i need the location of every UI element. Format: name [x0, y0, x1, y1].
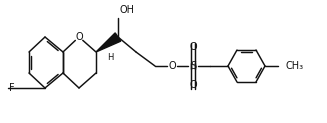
Text: H: H: [107, 54, 113, 62]
Text: O: O: [189, 80, 197, 90]
Text: S: S: [190, 61, 196, 71]
Polygon shape: [96, 33, 121, 52]
Text: O: O: [168, 61, 176, 71]
Text: O: O: [189, 42, 197, 52]
Text: CH₃: CH₃: [285, 61, 303, 71]
Text: F: F: [9, 83, 15, 93]
Text: O: O: [75, 32, 83, 42]
Text: OH: OH: [120, 5, 135, 15]
